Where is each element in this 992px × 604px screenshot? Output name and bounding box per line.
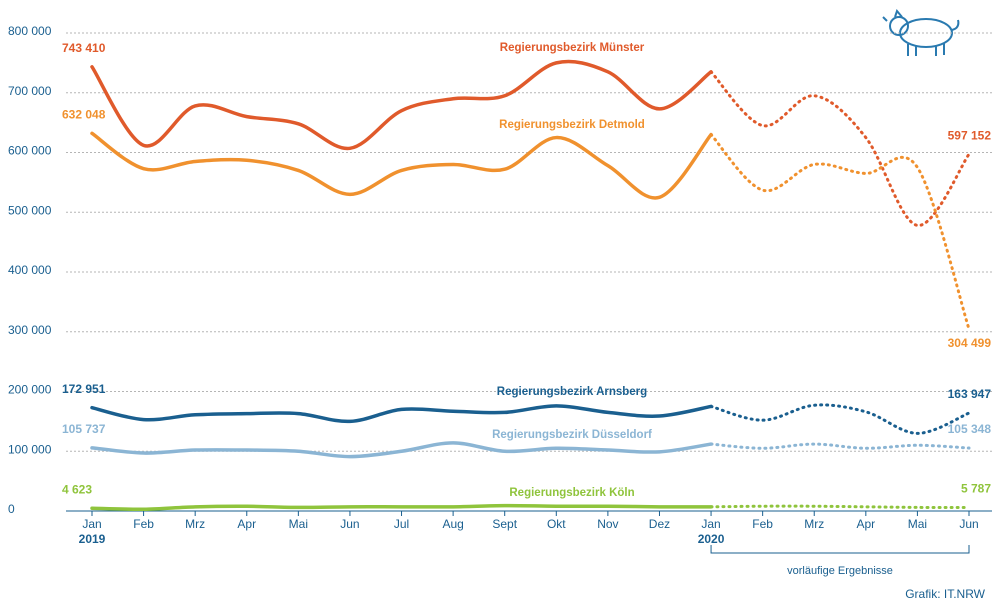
x-tick-label: Jan bbox=[82, 517, 101, 531]
series-line bbox=[92, 506, 711, 510]
x-tick-label: Mrz bbox=[804, 517, 824, 531]
y-tick-label: 300 000 bbox=[8, 323, 52, 337]
x-tick-label: Jul bbox=[394, 517, 409, 531]
value-label: 5 787 bbox=[961, 482, 991, 496]
chart: Grafik: IT.NRW 0 100 000 200 000 300 000 400… bbox=[0, 0, 992, 604]
x-tick-label: Nov bbox=[597, 517, 618, 531]
y-tick-label: 100 000 bbox=[8, 442, 52, 456]
x-tick-label: Feb bbox=[133, 517, 154, 531]
x-tick-label: Jan bbox=[701, 517, 720, 531]
series-line-provisional bbox=[711, 506, 969, 507]
y-tick-label: 600 000 bbox=[8, 144, 52, 158]
x-tick-label: Aug bbox=[442, 517, 463, 531]
x-tick-label: Apr bbox=[237, 517, 256, 531]
credit: Grafik: IT.NRW bbox=[905, 587, 985, 601]
y-tick-label: 0 bbox=[8, 502, 15, 516]
x-tick-label: Mai bbox=[289, 517, 308, 531]
value-label: 304 499 bbox=[948, 336, 992, 350]
y-tick-label: 500 000 bbox=[8, 203, 52, 217]
provisional-bracket bbox=[711, 545, 969, 553]
y-tick-label: 400 000 bbox=[8, 263, 52, 277]
series-label: Regierungsbezirk Düsseldorf bbox=[492, 429, 652, 441]
x-tick-label: Apr bbox=[856, 517, 875, 531]
series-line-provisional bbox=[711, 405, 969, 433]
value-label: 105 737 bbox=[62, 422, 106, 436]
x-tick-label: Mai bbox=[908, 517, 927, 531]
series-line bbox=[92, 406, 711, 422]
y-tick-label: 800 000 bbox=[8, 24, 52, 38]
series-label: Regierungsbezirk Köln bbox=[509, 487, 634, 499]
provisional-note: vorläufige Ergebnisse bbox=[787, 565, 893, 577]
value-label: 163 947 bbox=[948, 387, 992, 401]
series-line bbox=[92, 62, 711, 149]
y-tick-label: 700 000 bbox=[8, 84, 52, 98]
value-label: 632 048 bbox=[62, 108, 106, 122]
series-line-provisional bbox=[711, 444, 969, 448]
x-tick-label: Okt bbox=[547, 517, 566, 531]
series-line-provisional bbox=[711, 72, 969, 226]
year-label: 2019 bbox=[79, 532, 106, 546]
x-tick-label: Jun bbox=[340, 517, 359, 531]
x-tick-label: Jun bbox=[959, 517, 978, 531]
x-tick-label: Feb bbox=[752, 517, 773, 531]
series-label: Regierungsbezirk Detmold bbox=[499, 119, 645, 131]
series-line bbox=[92, 443, 711, 457]
series-line bbox=[92, 133, 711, 198]
series-label: Regierungsbezirk Münster bbox=[500, 42, 645, 54]
series-label: Regierungsbezirk Arnsberg bbox=[497, 386, 647, 398]
series-line-provisional bbox=[711, 135, 969, 329]
x-tick-label: Dez bbox=[649, 517, 670, 531]
year-label: 2020 bbox=[698, 532, 725, 546]
y-tick-label: 200 000 bbox=[8, 383, 52, 397]
value-label: 172 951 bbox=[62, 382, 106, 396]
value-label: 105 348 bbox=[948, 422, 992, 436]
x-tick-label: Sept bbox=[492, 517, 517, 531]
value-label: 597 152 bbox=[948, 128, 992, 142]
value-label: 4 623 bbox=[62, 482, 92, 496]
value-label: 743 410 bbox=[62, 41, 106, 55]
x-tick-label: Mrz bbox=[185, 517, 205, 531]
